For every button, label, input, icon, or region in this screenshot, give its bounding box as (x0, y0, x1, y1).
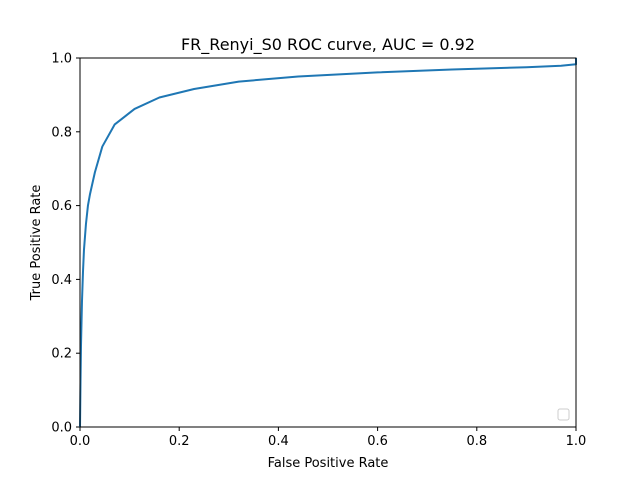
plot-border (79, 57, 577, 428)
y-tick-label: 0.2 (51, 347, 72, 362)
y-axis-label: True Positive Rate (29, 185, 44, 302)
chart-title: FR_Renyi_S0 ROC curve, AUC = 0.92 (181, 35, 475, 55)
x-axis-label: False Positive Rate (268, 456, 389, 471)
roc-curve-line (79, 58, 577, 428)
y-tick-label: 0.8 (51, 125, 72, 140)
y-tick-label: 0.4 (51, 273, 72, 288)
y-tick-label: 1.0 (51, 52, 72, 67)
series-layer (79, 58, 577, 428)
x-tick-label: 0.4 (268, 434, 289, 449)
x-tick-label: 0.6 (367, 434, 388, 449)
x-tick-label: 0.8 (466, 434, 487, 449)
x-tick-label: 0.0 (70, 434, 91, 449)
y-axis: 0.0 0.2 0.4 0.6 0.8 1.0 (51, 52, 80, 436)
y-tick-label: 0.6 (51, 199, 72, 214)
x-tick-label: 1.0 (566, 434, 587, 449)
plot-area (79, 57, 577, 428)
x-tick-label: 0.2 (169, 434, 190, 449)
legend-box (557, 408, 570, 421)
x-axis: 0.0 0.2 0.4 0.6 0.8 1.0 (70, 427, 587, 449)
y-tick-label: 0.0 (51, 421, 72, 436)
